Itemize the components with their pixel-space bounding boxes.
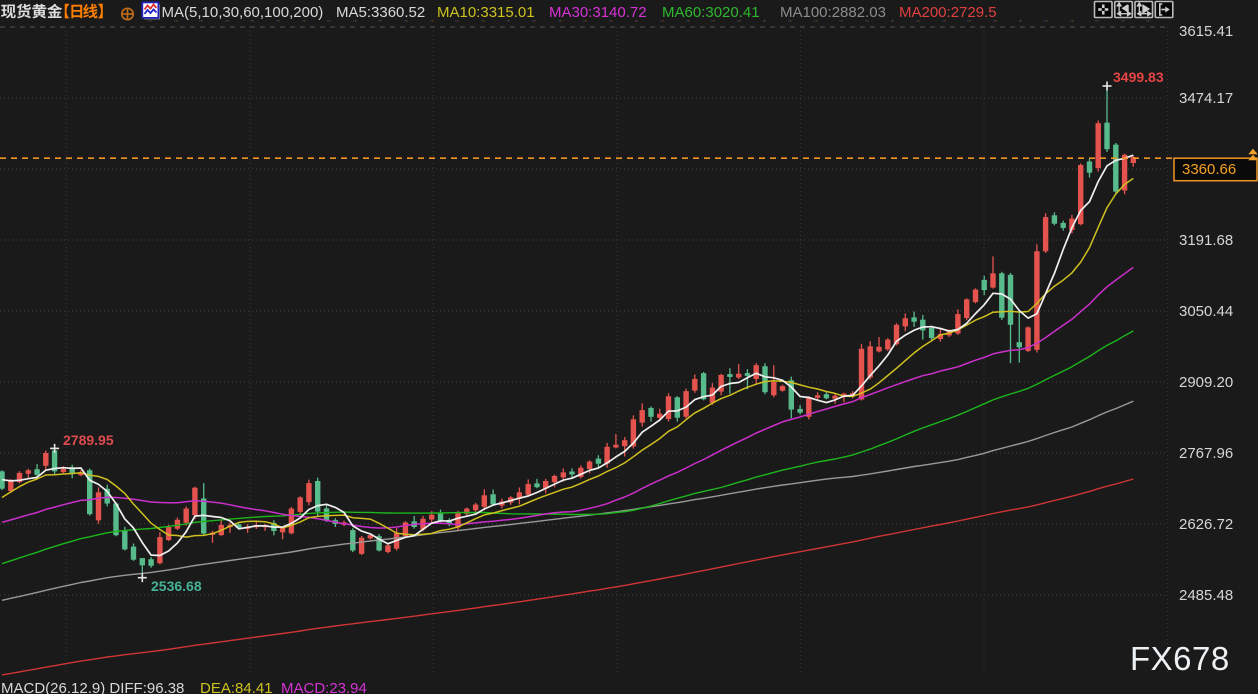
svg-text:2789.95: 2789.95: [63, 432, 114, 448]
svg-text:3474.17: 3474.17: [1179, 90, 1233, 107]
svg-text:MACD(26.12.9) DIFF:96.38: MACD(26.12.9) DIFF:96.38: [1, 680, 184, 694]
svg-text:3615.41: 3615.41: [1179, 23, 1233, 40]
svg-text:MA(5,10,30,60,100,200): MA(5,10,30,60,100,200): [162, 4, 324, 21]
svg-text:3360.66: 3360.66: [1182, 161, 1236, 178]
svg-text:2909.20: 2909.20: [1179, 374, 1233, 391]
svg-text:MA60:3020.41: MA60:3020.41: [662, 4, 760, 21]
svg-text:2767.96: 2767.96: [1179, 445, 1233, 462]
svg-text:MA30:3140.72: MA30:3140.72: [549, 4, 647, 21]
svg-text:MA100:2882.03: MA100:2882.03: [780, 4, 886, 21]
svg-text:FX678: FX678: [1130, 640, 1230, 677]
svg-text:MA200:2729.5: MA200:2729.5: [899, 4, 997, 21]
svg-text:2485.48: 2485.48: [1179, 587, 1233, 604]
svg-text:MACD:23.94: MACD:23.94: [281, 680, 367, 694]
svg-text:MA5:3360.52: MA5:3360.52: [336, 4, 425, 21]
svg-text:MA10:3315.01: MA10:3315.01: [437, 4, 535, 21]
svg-text:3499.83: 3499.83: [1113, 69, 1164, 85]
svg-text:3191.68: 3191.68: [1179, 232, 1233, 249]
svg-text:2626.72: 2626.72: [1179, 516, 1233, 533]
svg-text:2536.68: 2536.68: [151, 578, 202, 594]
svg-text:3050.44: 3050.44: [1179, 303, 1233, 320]
svg-text:DEA:84.41: DEA:84.41: [200, 680, 273, 694]
